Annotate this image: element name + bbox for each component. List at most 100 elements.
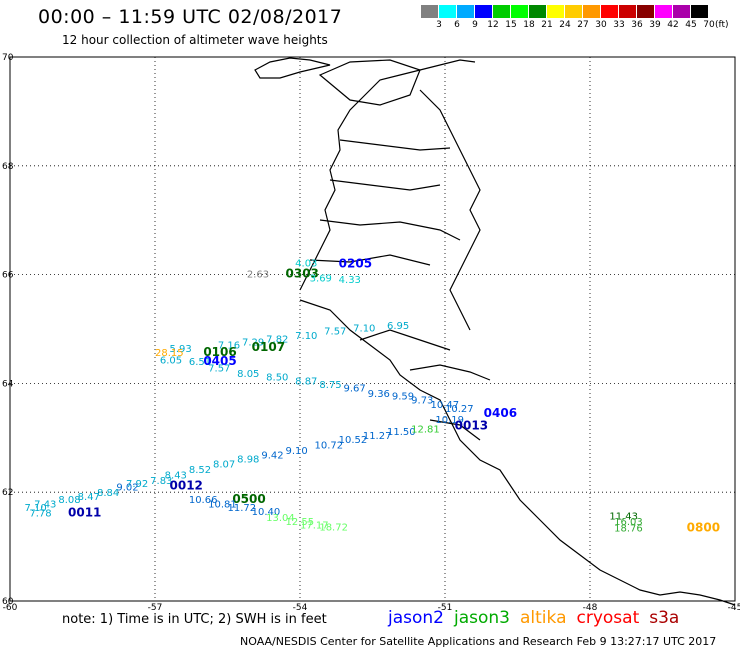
colorbar-swatch (457, 5, 475, 18)
wave-height-label: 10.19 (435, 415, 464, 426)
colorbar-label: 18 (523, 20, 535, 30)
colorbar-label: 33 (613, 20, 625, 30)
wave-height-label: 7.82 (266, 335, 288, 346)
colorbar (421, 5, 709, 18)
wave-height-label: 11.50 (387, 427, 416, 438)
wave-height-label: 9.73 (411, 396, 433, 407)
observation-time-label: 0500 (232, 492, 265, 506)
wave-height-label: 9.59 (392, 392, 414, 403)
wave-height-label: 13.04 (266, 513, 295, 524)
map-subtitle: 12 hour collection of altimeter wave hei… (62, 33, 328, 47)
legend-entry-altika: altika (520, 608, 567, 628)
lon-tick-label: -54 (293, 603, 308, 613)
lat-tick-label: 62 (2, 488, 13, 498)
wave-height-label: 7.10 (295, 331, 317, 342)
lat-tick-label: 60 (2, 597, 14, 607)
wave-height-label: 6.05 (160, 355, 182, 366)
wave-height-label: 2.63 (247, 269, 269, 280)
observation-time-label: 0012 (170, 478, 203, 492)
wave-height-label: 11.72 (228, 503, 257, 514)
colorbar-unit: (ft) (715, 20, 729, 30)
observation-time-label: 0405 (203, 354, 236, 368)
wave-height-label: 7.57 (324, 326, 346, 337)
legend-entry-cryosat: cryosat (576, 608, 640, 628)
colorbar-label: 3 (436, 20, 442, 30)
colorbar-swatch (529, 5, 547, 18)
lat-tick-label: 66 (2, 271, 14, 281)
colorbar-swatch (601, 5, 619, 18)
wave-height-label: 10.40 (252, 507, 281, 518)
wave-height-label: 8.52 (189, 465, 211, 476)
map-frame (9, 56, 736, 602)
map-title: 00:00 – 11:59 UTC 02/08/2017 (38, 6, 343, 28)
colorbar-label: 45 (685, 20, 697, 30)
wave-height-label: 7.43 (34, 499, 56, 510)
colorbar-swatch (511, 5, 529, 18)
colorbar-label: 6 (454, 20, 460, 30)
wave-height-label: 18.76 (614, 523, 643, 534)
wave-height-label: 10.47 (431, 400, 460, 411)
wave-height-label: 7.78 (29, 509, 51, 520)
lon-tick-label: -51 (438, 603, 453, 613)
footer-note: note: 1) Time is in UTC; 2) SWH is in fe… (62, 612, 327, 627)
wave-height-label: 9.42 (261, 450, 283, 461)
wave-height-label: 8.08 (58, 495, 80, 506)
wave-height-label: 9.67 (344, 384, 366, 395)
observation-time-label: 0013 (455, 419, 488, 433)
colorbar-swatch (475, 5, 493, 18)
wave-height-label: 8.84 (97, 488, 119, 499)
colorbar-swatch (583, 5, 601, 18)
satellite-legend: jason2 jason3 altika cryosat s3a (388, 608, 689, 628)
colorbar-label: 42 (667, 20, 679, 30)
colorbar-swatch (439, 5, 457, 18)
wave-height-label: 7.10 (25, 503, 47, 514)
greenland-coastline (254, 57, 736, 606)
wave-height-label: 17.17 (300, 521, 329, 532)
wave-height-label: 8.47 (78, 492, 100, 503)
wave-height-label: 10.81 (208, 499, 237, 510)
colorbar-swatch (565, 5, 583, 18)
wave-height-label: 10.27 (445, 404, 474, 415)
wave-height-label: 8.43 (165, 471, 187, 482)
lon-tick-label: -57 (148, 603, 163, 613)
observation-time-label: 0406 (484, 406, 517, 420)
wave-height-label: 6.95 (387, 321, 409, 332)
wave-height-label: 28.15 (155, 348, 184, 359)
lon-tick-label: -45 (728, 603, 740, 613)
wave-height-label: 7.16 (218, 341, 240, 352)
colorbar-label: 9 (472, 20, 478, 30)
colorbar-swatch (637, 5, 655, 18)
colorbar-swatch (673, 5, 691, 18)
wave-height-label: 12.55 (286, 517, 315, 528)
colorbar-swatch (619, 5, 637, 18)
observation-time-label: 0800 (687, 520, 720, 534)
legend-entry-jason3: jason3 (454, 608, 510, 628)
wave-height-label: 9.10 (286, 446, 308, 457)
observation-time-label: 0107 (252, 340, 285, 354)
lon-tick-label: -60 (3, 603, 18, 613)
colorbar-swatch (547, 5, 565, 18)
lat-tick-label: 64 (2, 379, 14, 389)
wave-height-label: 11.27 (363, 431, 392, 442)
wave-height-label: 8.87 (295, 376, 317, 387)
colorbar-label: 70 (703, 20, 715, 30)
legend-entry-s3a: s3a (649, 608, 680, 628)
wave-height-label: 12.81 (411, 424, 440, 435)
wave-height-label: 7.92 (126, 479, 148, 490)
wave-height-label: 7.29 (242, 337, 264, 348)
wave-height-label: 10.66 (189, 495, 218, 506)
wave-height-label: 8.75 (319, 380, 341, 391)
colorbar-label: 27 (577, 20, 589, 30)
wave-height-label: 8.50 (266, 373, 288, 384)
colorbar-label: 30 (595, 20, 607, 30)
colorbar-label: 24 (559, 20, 571, 30)
colorbar-swatch (493, 5, 511, 18)
wave-height-label: 6.51 (189, 357, 211, 368)
wave-height-label: 4.03 (295, 258, 317, 269)
lat-tick-label: 70 (2, 53, 14, 63)
wave-height-label: 7.10 (353, 324, 375, 335)
colorbar-swatch (421, 5, 439, 18)
colorbar-swatch (655, 5, 673, 18)
